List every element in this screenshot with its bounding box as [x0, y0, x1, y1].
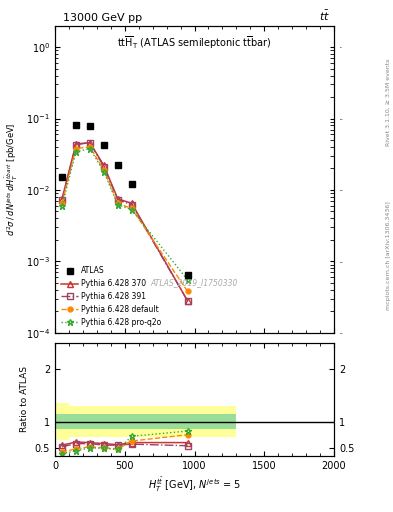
Pythia 6.428 default	[116, 200, 120, 206]
Pythia 6.428 370	[73, 141, 78, 147]
Pythia 6.428 pro-q2o	[101, 168, 106, 175]
ATLAS	[73, 122, 78, 128]
Pythia 6.428 default	[185, 288, 190, 294]
Pythia 6.428 default	[73, 145, 78, 152]
Pythia 6.428 391	[60, 197, 64, 203]
Text: tt$\overline{\rm H}_T$ (ATLAS semileptonic t$\overline{\rm t}$bar): tt$\overline{\rm H}_T$ (ATLAS semilepton…	[117, 35, 272, 51]
Pythia 6.428 pro-q2o	[185, 277, 190, 283]
Pythia 6.428 pro-q2o	[73, 149, 78, 155]
Pythia 6.428 default	[101, 167, 106, 173]
Legend: ATLAS, Pythia 6.428 370, Pythia 6.428 391, Pythia 6.428 default, Pythia 6.428 pr: ATLAS, Pythia 6.428 370, Pythia 6.428 39…	[59, 264, 163, 329]
Pythia 6.428 370	[88, 140, 92, 146]
Pythia 6.428 391	[73, 142, 78, 148]
Text: 13000 GeV pp: 13000 GeV pp	[63, 13, 142, 23]
Pythia 6.428 370	[116, 196, 120, 202]
Pythia 6.428 391	[185, 298, 190, 304]
Pythia 6.428 370	[129, 200, 134, 206]
Line: Pythia 6.428 370: Pythia 6.428 370	[59, 140, 190, 304]
Line: Pythia 6.428 pro-q2o: Pythia 6.428 pro-q2o	[59, 145, 191, 284]
Line: ATLAS: ATLAS	[59, 121, 191, 278]
Pythia 6.428 391	[116, 197, 120, 203]
Y-axis label: $d^2\sigma\,/\,dN^{jets}\,dH_T^{\bar{t}bart}$ [pb/GeV]: $d^2\sigma\,/\,dN^{jets}\,dH_T^{\bar{t}b…	[4, 122, 20, 236]
Pythia 6.428 370	[60, 196, 64, 202]
Pythia 6.428 370	[185, 298, 190, 304]
Pythia 6.428 default	[129, 205, 134, 211]
Pythia 6.428 pro-q2o	[116, 202, 120, 208]
Line: Pythia 6.428 default: Pythia 6.428 default	[60, 144, 190, 294]
ATLAS	[116, 162, 120, 168]
X-axis label: $H_T^{t\bar{t}}$ [GeV], $N^{jets}$ = 5: $H_T^{t\bar{t}}$ [GeV], $N^{jets}$ = 5	[148, 476, 241, 494]
Text: mcplots.cern.ch [arXiv:1306.3436]: mcplots.cern.ch [arXiv:1306.3436]	[386, 202, 391, 310]
Pythia 6.428 391	[129, 202, 134, 208]
Pythia 6.428 pro-q2o	[88, 145, 92, 152]
Pythia 6.428 pro-q2o	[60, 203, 64, 209]
Pythia 6.428 391	[88, 140, 92, 146]
ATLAS	[129, 181, 134, 187]
ATLAS	[60, 174, 64, 180]
Text: $t\bar{t}$: $t\bar{t}$	[319, 9, 330, 23]
Pythia 6.428 default	[60, 200, 64, 206]
Pythia 6.428 391	[101, 164, 106, 170]
ATLAS	[88, 123, 92, 130]
Pythia 6.428 370	[101, 162, 106, 168]
Line: Pythia 6.428 391: Pythia 6.428 391	[59, 140, 190, 304]
ATLAS	[185, 272, 190, 278]
ATLAS	[101, 142, 106, 148]
Text: Rivet 3.1.10, ≥ 3.5M events: Rivet 3.1.10, ≥ 3.5M events	[386, 59, 391, 146]
Pythia 6.428 pro-q2o	[129, 206, 134, 212]
Text: ATLAS_2019_I1750330: ATLAS_2019_I1750330	[151, 278, 238, 287]
Y-axis label: Ratio to ATLAS: Ratio to ATLAS	[20, 367, 29, 432]
Pythia 6.428 default	[88, 144, 92, 150]
